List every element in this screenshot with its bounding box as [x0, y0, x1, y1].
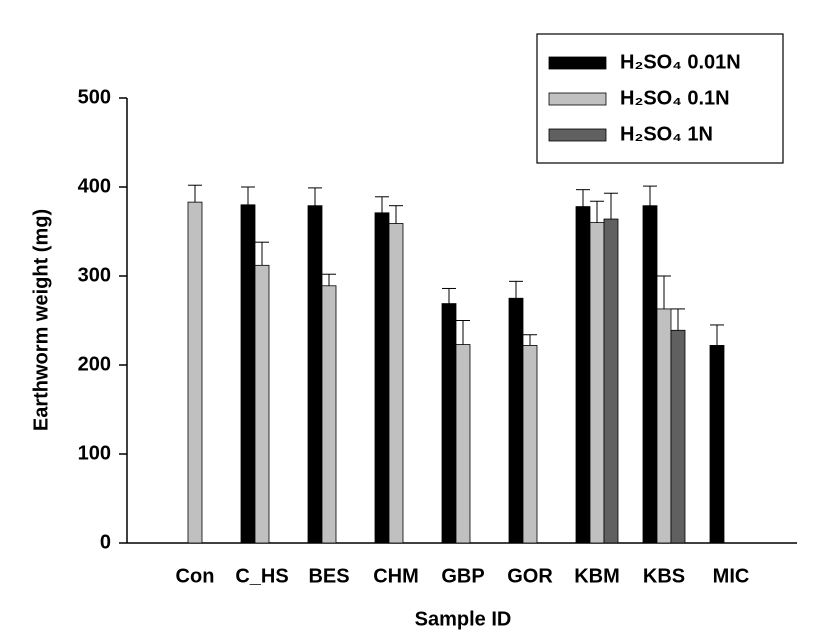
error-bar	[523, 334, 537, 346]
error-bar	[308, 187, 322, 206]
bar	[388, 223, 404, 544]
error-bar	[188, 184, 202, 203]
bar	[441, 303, 457, 544]
bar	[603, 218, 619, 544]
bar	[307, 205, 323, 544]
bar	[508, 297, 524, 544]
x-tick-label: Con	[176, 565, 215, 587]
error-bar	[710, 324, 724, 346]
x-tick-label: GBP	[441, 565, 484, 587]
bar	[709, 345, 725, 544]
bar	[240, 204, 256, 544]
x-tick-label: CHM	[373, 565, 419, 587]
y-axis-label: Earthworm weight (mg)	[30, 209, 52, 431]
error-bar	[643, 185, 657, 206]
bar	[670, 329, 686, 544]
bar	[254, 264, 270, 544]
y-tick-label: 200	[78, 353, 111, 375]
bar	[575, 206, 591, 544]
error-bar	[322, 273, 336, 286]
error-bar	[456, 320, 470, 345]
y-tick-label: 500	[78, 86, 111, 108]
y-tick-label: 100	[78, 442, 111, 464]
x-axis-label: Sample ID	[415, 608, 512, 630]
legend-label: H₂SO₄ 1N	[620, 123, 713, 145]
x-tick-label: KBM	[574, 565, 620, 587]
bar	[455, 344, 471, 544]
bar	[589, 222, 605, 544]
legend-swatch	[548, 128, 607, 142]
error-bar	[442, 287, 456, 304]
error-bar	[509, 280, 523, 299]
bar	[321, 285, 337, 544]
y-tick-label: 400	[78, 175, 111, 197]
x-tick-label: KBS	[643, 565, 685, 587]
x-tick-label: C_HS	[235, 565, 288, 587]
x-tick-label: BES	[308, 565, 349, 587]
legend-swatch	[548, 92, 607, 106]
legend-swatch	[548, 56, 607, 70]
error-bar	[576, 189, 590, 207]
legend-label: H₂SO₄ 0.1N	[620, 87, 730, 109]
error-bar	[604, 192, 618, 220]
error-bar	[255, 241, 269, 266]
bar	[522, 345, 538, 544]
error-bar	[671, 308, 685, 331]
error-bar	[389, 205, 403, 224]
error-bar	[590, 200, 604, 223]
x-tick-label: GOR	[507, 565, 553, 587]
bar	[187, 201, 203, 544]
bar	[374, 212, 390, 544]
x-tick-label: MIC	[713, 565, 750, 587]
bar	[656, 308, 672, 544]
bar	[642, 205, 658, 544]
legend-label: H₂SO₄ 0.01N	[620, 51, 741, 73]
y-tick-label: 0	[100, 531, 111, 553]
error-bar	[657, 275, 671, 309]
error-bar	[375, 196, 389, 213]
y-tick-label: 300	[78, 264, 111, 286]
error-bar	[241, 186, 255, 205]
